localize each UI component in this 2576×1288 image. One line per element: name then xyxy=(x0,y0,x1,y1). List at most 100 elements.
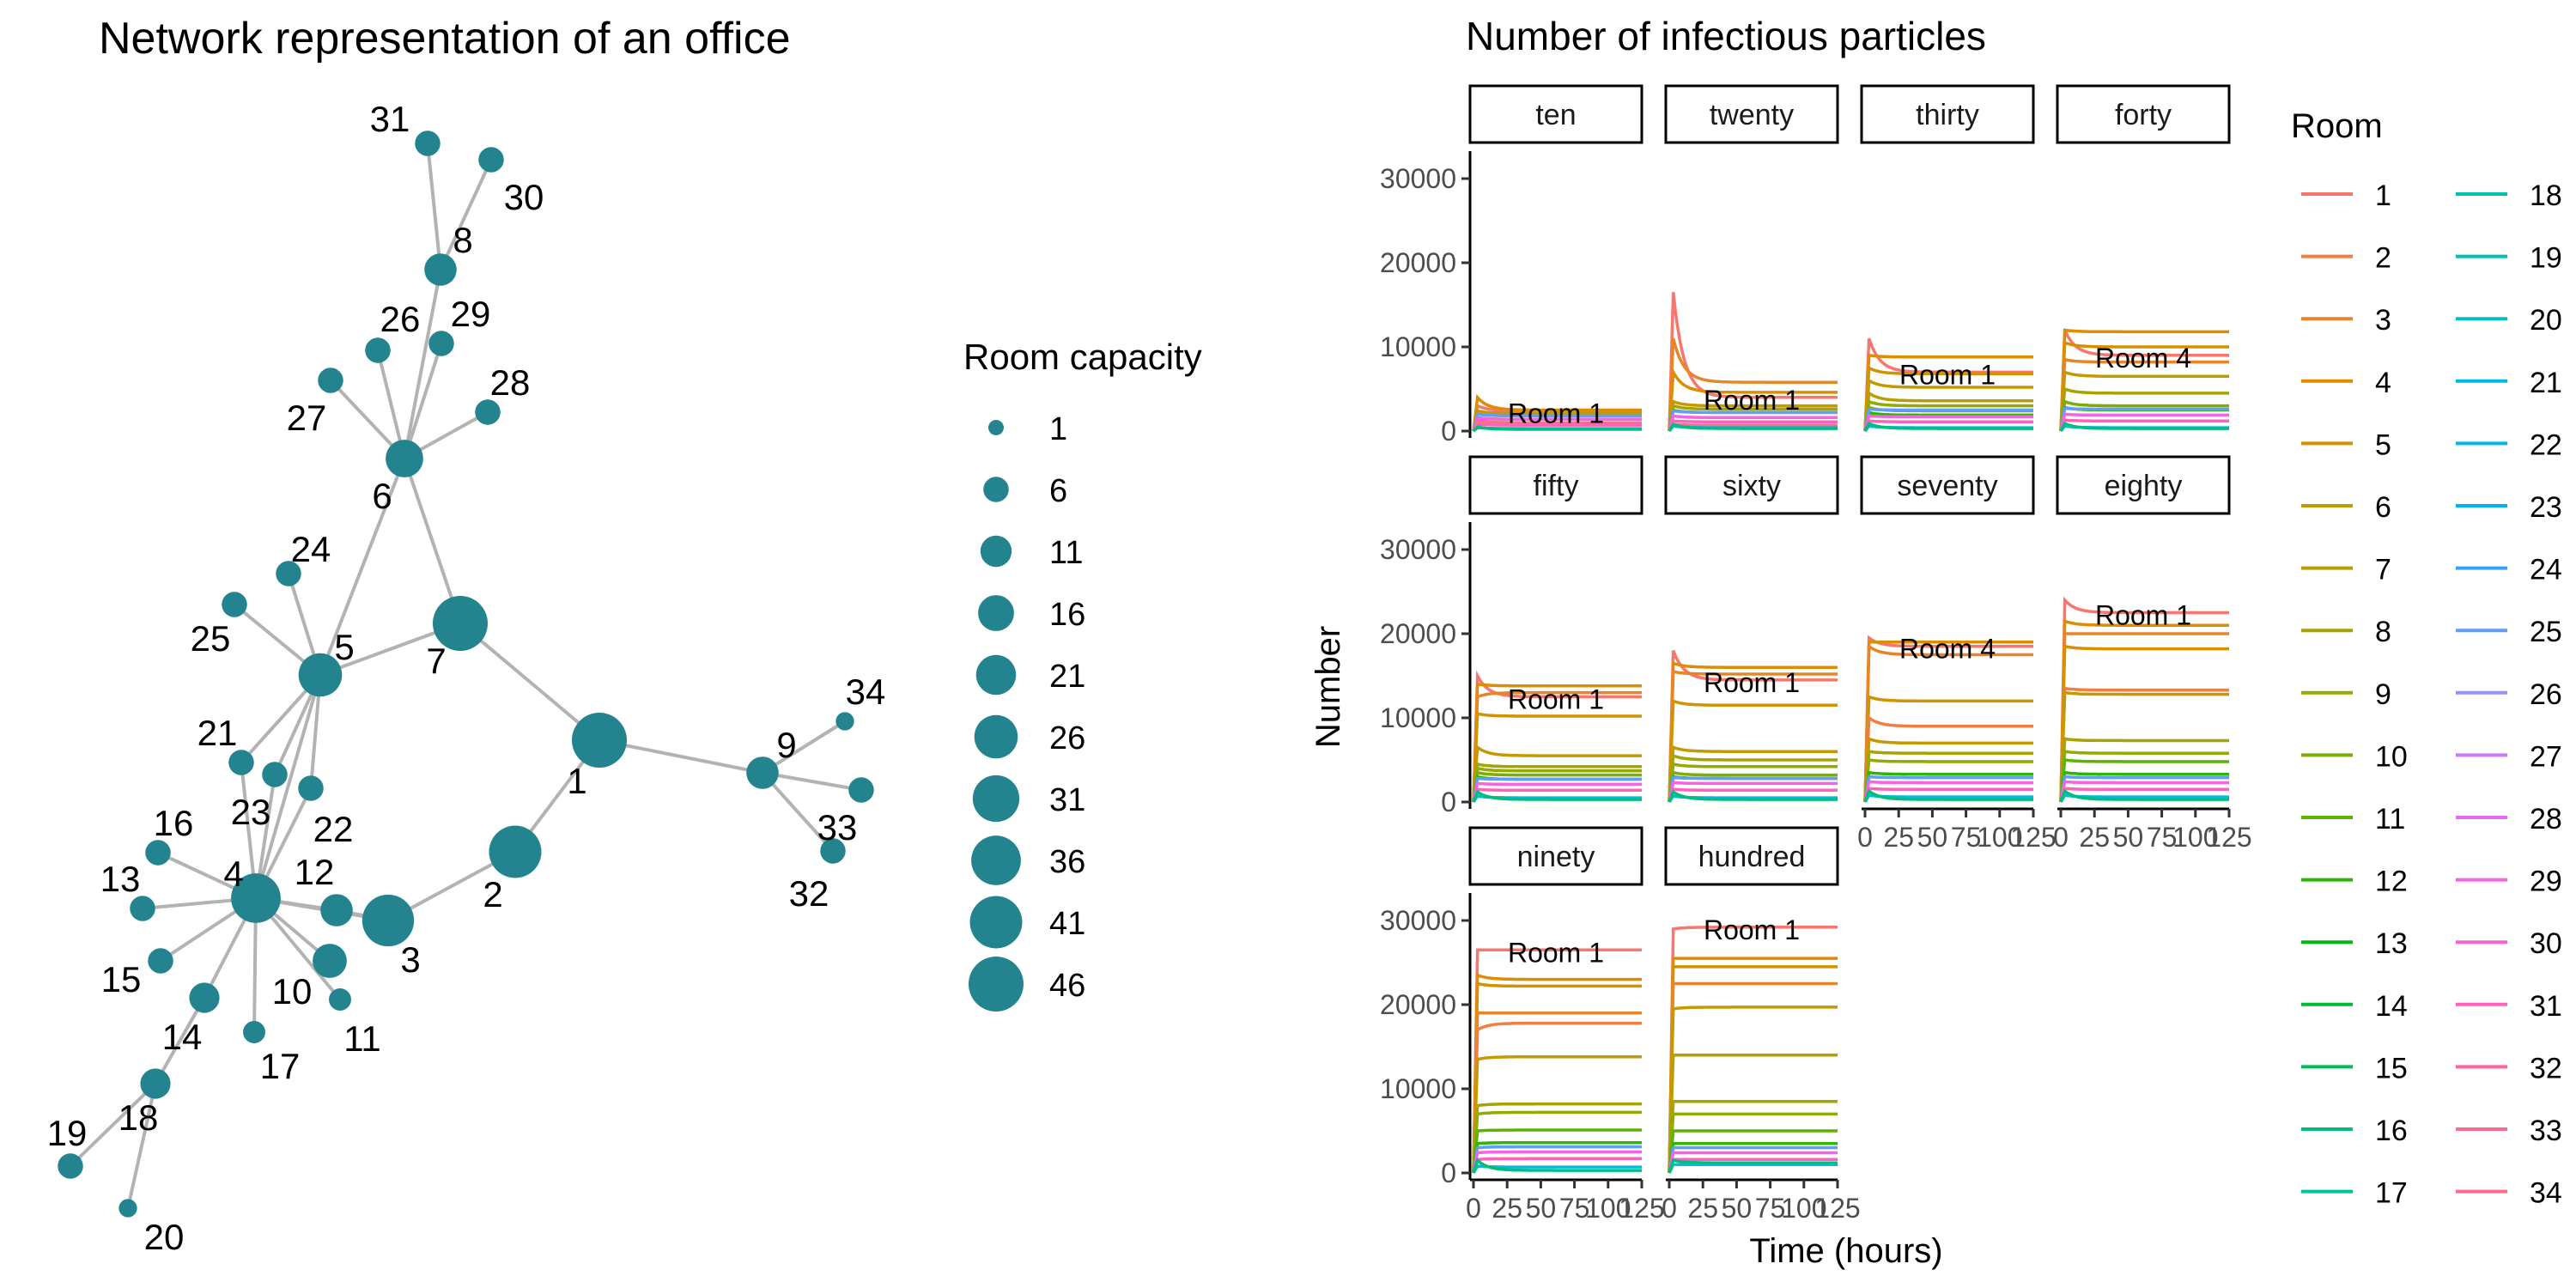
network-node-label: 13 xyxy=(100,859,141,899)
series-line-room-1 xyxy=(1863,635,2033,803)
x-tick-label: 0 xyxy=(1857,822,1873,853)
facet-annotation: Room 1 xyxy=(1704,385,1800,416)
series-line-room-6 xyxy=(1668,399,1838,432)
room-legend-label: 22 xyxy=(2530,428,2562,461)
series-line-room-6 xyxy=(2059,690,2229,803)
series-line-room-12 xyxy=(1863,410,2033,432)
facet-annotation: Room 1 xyxy=(1508,398,1604,428)
series-line-room-25 xyxy=(1668,409,1838,432)
capacity-legend-key xyxy=(988,420,1004,435)
series-line-room-31 xyxy=(1863,787,2033,803)
series-line-room-1 xyxy=(2059,329,2229,432)
facet-strip-label: thirty xyxy=(1916,99,1979,131)
facet-strip xyxy=(1664,455,1839,515)
series-line-room-9 xyxy=(1668,1112,1838,1174)
network-node xyxy=(365,337,391,363)
network-node-labels: 1234567891011121314151617181920212223242… xyxy=(47,99,886,1257)
y-tick-label: 10000 xyxy=(1380,702,1456,733)
network-node xyxy=(835,712,854,731)
series-line-room-11 xyxy=(1472,1128,1642,1174)
network-node xyxy=(145,840,171,866)
series-line-room-5 xyxy=(2059,644,2229,803)
network-node xyxy=(361,894,415,947)
series-line-room-1 xyxy=(1668,926,1838,1174)
network-edge xyxy=(126,1083,157,1209)
series-line-room-4 xyxy=(1472,973,1642,1174)
room-legend-label: 31 xyxy=(2530,990,2562,1023)
network-node-label: 20 xyxy=(144,1217,185,1257)
series-line-room-9 xyxy=(1863,399,2033,432)
room-legend-label: 28 xyxy=(2530,803,2562,835)
series-line-room-1 xyxy=(1863,337,2033,432)
series-line-room-21 xyxy=(1472,1164,1642,1174)
x-tick-label: 125 xyxy=(1814,1193,1860,1224)
series-line-room-2 xyxy=(1863,714,2033,803)
series-line-room-25 xyxy=(1668,775,1838,803)
y-tick-label: 0 xyxy=(1441,416,1456,447)
y-tick-label: 30000 xyxy=(1380,534,1456,565)
facet-strip-label: ninety xyxy=(1517,841,1595,873)
series-line-room-29 xyxy=(2059,780,2229,803)
series-line-room-2 xyxy=(1472,1021,1642,1174)
network-node-label: 3 xyxy=(400,939,420,980)
facet-strip-label: twenty xyxy=(1710,99,1794,131)
x-tick-label: 0 xyxy=(2053,822,2069,853)
series-line-room-1 xyxy=(1472,948,1642,1174)
room-legend-label: 13 xyxy=(2375,927,2408,960)
room-legend-label: 23 xyxy=(2530,491,2562,524)
facet-panel: ten 0 10000 20000 30000 Room 1 xyxy=(1380,84,1643,447)
room-legend-label: 34 xyxy=(2530,1177,2562,1210)
x-tick-label: 50 xyxy=(1917,822,1948,853)
series-line-room-6 xyxy=(1668,1005,1838,1174)
series-line-room-8 xyxy=(1668,1099,1838,1174)
series-line-room-4 xyxy=(1668,367,1838,432)
series-line-room-3 xyxy=(1863,643,2033,803)
facet-strip-label: forty xyxy=(2115,99,2172,131)
series-line-room-31 xyxy=(1472,422,1642,432)
series-line-room-9 xyxy=(1668,762,1838,803)
series-line-room-29 xyxy=(1668,414,1838,432)
series-line-room-12 xyxy=(1472,1140,1642,1174)
x-tick-label: 100 xyxy=(1781,1193,1826,1224)
capacity-legend-label: 11 xyxy=(1049,535,1083,571)
series-line-room-16 xyxy=(2059,421,2229,432)
series-line-room-25 xyxy=(1472,412,1642,432)
capacity-legend-key xyxy=(983,477,1009,502)
room-legend-label: 2 xyxy=(2375,242,2391,275)
x-tick-label: 125 xyxy=(2010,822,2056,853)
capacity-legend-key xyxy=(978,595,1014,631)
y-tick-label: 30000 xyxy=(1380,163,1456,194)
series-line-room-7 xyxy=(1863,390,2033,432)
network-node xyxy=(478,147,504,173)
network-node xyxy=(746,756,779,789)
network-node xyxy=(298,775,324,801)
room-legend-label: 19 xyxy=(2530,242,2562,275)
x-tick-label: 25 xyxy=(1883,822,1914,853)
facet-panel: ninety 0 10000 20000 30000 Room 1 0 25 50 7510012… xyxy=(1380,826,1665,1224)
series-line-room-29 xyxy=(1863,780,2033,803)
series-line-room-6 xyxy=(1863,378,2033,432)
y-tick-label: 0 xyxy=(1441,1157,1456,1188)
series-line-room-9 xyxy=(1863,758,2033,803)
network-node-label: 10 xyxy=(272,971,313,1012)
capacity-legend-label: 46 xyxy=(1049,968,1085,1004)
network-node-label: 11 xyxy=(343,1018,381,1059)
x-tick-label: 125 xyxy=(1619,1193,1664,1224)
series-line-room-4 xyxy=(1668,660,1838,803)
facet-strip-label: seventy xyxy=(1897,470,1997,502)
series-line-room-1 xyxy=(1668,649,1838,803)
x-tick-label: 0 xyxy=(1466,1193,1481,1224)
network-node-label: 31 xyxy=(370,99,410,139)
network-node xyxy=(148,948,173,974)
room-legend-label: 3 xyxy=(2375,304,2391,337)
room-legend-label: 16 xyxy=(2375,1115,2408,1147)
room-legend-label: 27 xyxy=(2530,740,2562,773)
series-line-room-16 xyxy=(1863,421,2033,432)
network-edge xyxy=(254,674,322,899)
